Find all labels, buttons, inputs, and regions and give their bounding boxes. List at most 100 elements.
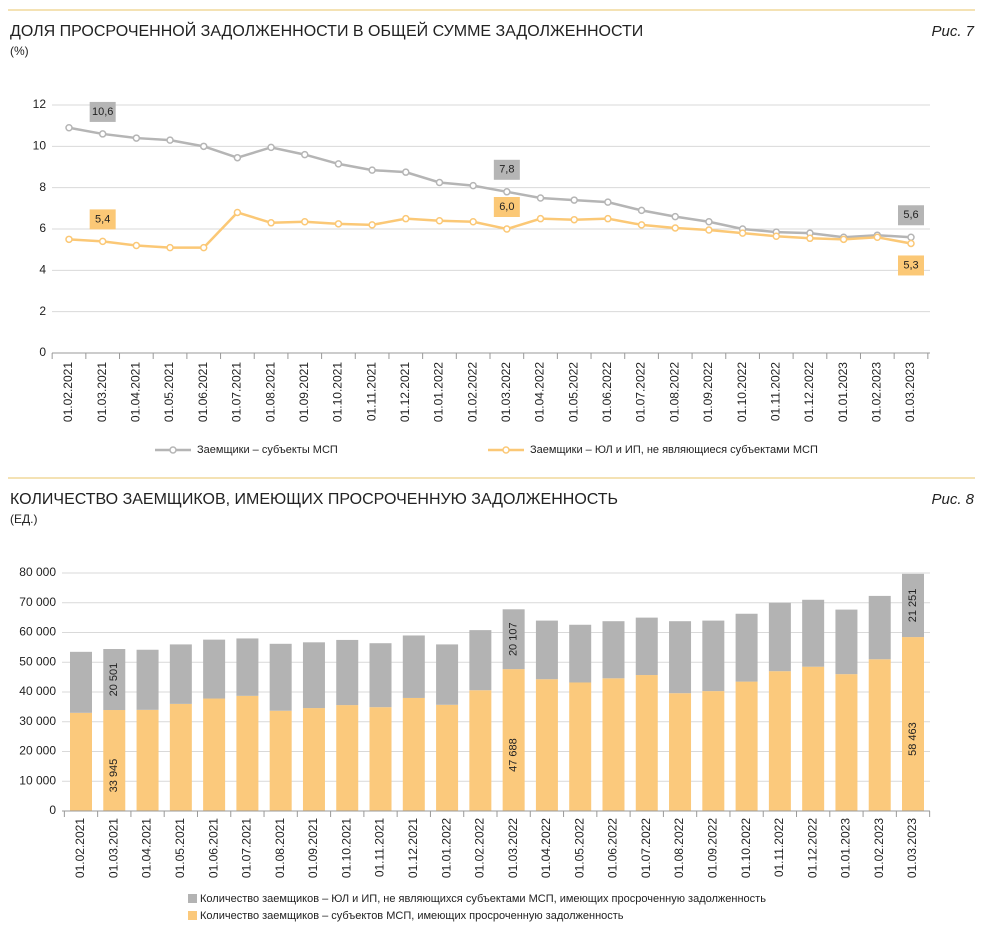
- bar: [169, 644, 192, 704]
- x-tick-label: 01.05.2022: [566, 362, 580, 422]
- x-tick-label: 01.06.2021: [196, 362, 210, 422]
- point: [233, 208, 242, 217]
- bar: [802, 666, 825, 811]
- x-tick-label: 01.05.2022: [572, 818, 586, 878]
- bar: [535, 679, 558, 811]
- x-tick-label: 01.06.2021: [206, 818, 220, 878]
- point: [907, 233, 915, 242]
- x-tick-label: 01.01.2023: [836, 362, 850, 422]
- bar: [402, 635, 425, 698]
- bar: [169, 703, 192, 811]
- bar: [336, 639, 359, 706]
- x-tick-label: 01.12.2022: [805, 818, 819, 878]
- point: [132, 134, 141, 142]
- point: [98, 237, 107, 246]
- bar: [70, 651, 92, 713]
- data-label: 58 463: [907, 722, 919, 756]
- bar: [336, 705, 359, 811]
- point: [267, 143, 275, 152]
- bar: [203, 698, 226, 811]
- point: [402, 168, 410, 176]
- point: [469, 181, 477, 190]
- bar: [735, 613, 758, 682]
- y-tick-label: 70 000: [19, 595, 56, 609]
- x-tick-label: 01.07.2021: [240, 818, 254, 878]
- bar: [436, 644, 459, 705]
- bar: [402, 697, 425, 811]
- bar: [469, 690, 492, 811]
- bar: [369, 707, 392, 811]
- x-tick-label: 01.03.2022: [506, 818, 520, 878]
- figure-label: Рис. 7: [931, 23, 974, 40]
- y-tick-label: 20 000: [19, 744, 56, 758]
- legend-marker: [169, 446, 177, 454]
- data-label-box: [493, 197, 520, 217]
- bar: [302, 708, 325, 811]
- point: [334, 160, 343, 168]
- x-tick-label: 01.11.2021: [364, 362, 378, 421]
- point: [166, 243, 174, 252]
- point: [604, 214, 612, 223]
- bar: [469, 630, 492, 691]
- y-tick-label: 12: [33, 97, 47, 111]
- data-label-box: [89, 101, 116, 122]
- x-tick-label: 01.04.2022: [533, 362, 547, 422]
- bar: [436, 704, 459, 811]
- chart-subtitle: (%): [10, 44, 29, 58]
- data-label-box: [493, 159, 520, 180]
- bar: [702, 691, 725, 811]
- data-label: 20 501: [108, 663, 120, 697]
- x-tick-label: 01.04.2021: [140, 818, 154, 878]
- x-tick-label: 01.05.2021: [173, 818, 187, 878]
- line: [68, 126, 912, 239]
- bar: [502, 669, 525, 811]
- bar: [203, 639, 226, 699]
- x-tick-label: 01.09.2022: [705, 818, 719, 878]
- bar: [103, 710, 126, 811]
- x-tick-label: 01.10.2021: [331, 362, 345, 422]
- x-tick-label: 01.11.2022: [768, 362, 782, 421]
- bar: [236, 638, 259, 696]
- x-tick-label: 01.12.2022: [802, 362, 816, 422]
- bar: [103, 649, 126, 711]
- figure-label: Рис. 8: [931, 491, 974, 508]
- bar: [269, 643, 292, 711]
- data-label-box: [89, 209, 116, 230]
- bar: [835, 609, 858, 675]
- bar: [768, 602, 791, 672]
- bar: [702, 620, 725, 692]
- y-tick-label: 0: [39, 345, 46, 359]
- x-tick-label: 01.04.2022: [539, 818, 553, 878]
- x-tick-label: 01.09.2021: [297, 362, 311, 422]
- point: [570, 196, 578, 204]
- bar: [835, 674, 858, 811]
- legend-label: Количество заемщиков – субъектов МСП, им…: [200, 910, 624, 922]
- data-label: 20 107: [508, 622, 520, 656]
- point: [65, 235, 73, 244]
- point: [166, 136, 174, 144]
- y-tick-label: 60 000: [19, 625, 56, 639]
- point: [98, 130, 107, 138]
- bar: [902, 637, 924, 811]
- x-tick-label: 01.12.2021: [398, 362, 412, 422]
- x-tick-label: 01.11.2022: [772, 818, 786, 877]
- bar: [302, 642, 325, 709]
- point: [233, 153, 242, 162]
- data-label: 5,3: [903, 259, 918, 271]
- x-tick-label: 01.09.2021: [306, 818, 320, 878]
- y-tick-label: 30 000: [19, 714, 56, 728]
- bar: [502, 609, 525, 670]
- legend-label: Заемщики – ЮЛ и ИП, не являющиеся субъек…: [530, 444, 818, 456]
- x-tick-label: 01.06.2022: [606, 818, 620, 878]
- point: [368, 166, 376, 174]
- bar: [669, 621, 692, 694]
- x-tick-label: 01.05.2021: [162, 362, 176, 422]
- point: [301, 150, 309, 159]
- point: [199, 142, 208, 151]
- x-tick-label: 01.03.2022: [499, 362, 513, 422]
- x-tick-label: 01.08.2022: [667, 362, 681, 422]
- x-tick-label: 01.10.2022: [739, 818, 753, 878]
- legend-swatch: [188, 911, 197, 920]
- y-tick-label: 6: [39, 221, 46, 235]
